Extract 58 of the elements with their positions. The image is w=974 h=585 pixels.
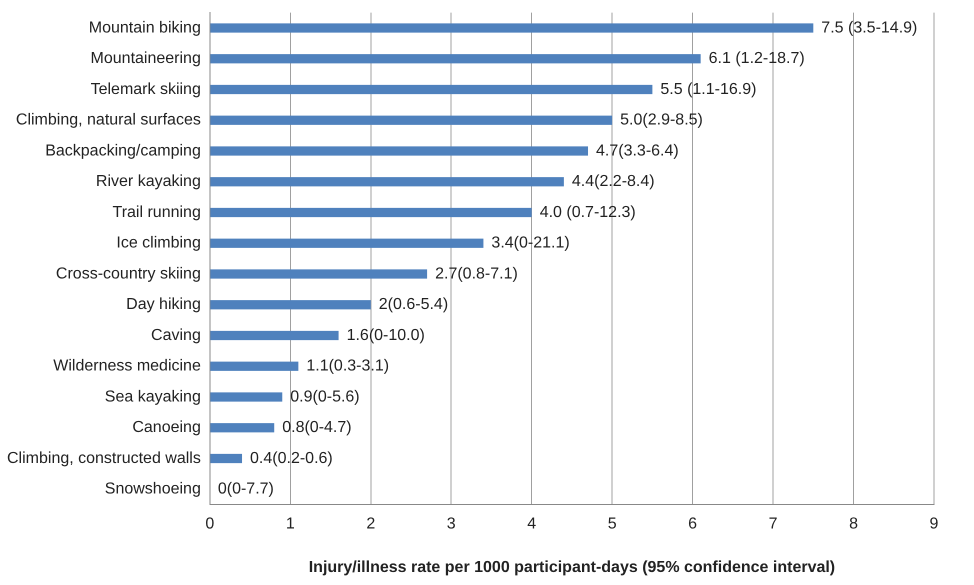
- data-label: 2.7(0.8-7.1): [435, 265, 518, 282]
- x-axis-title: Injury/illness rate per 1000 participant-days (95% confidence interval): [308, 558, 836, 576]
- data-label: 1.1(0.3-3.1): [306, 358, 390, 375]
- y-tick-label: Canoeing: [132, 419, 201, 436]
- data-label: 3.4(0-21.1): [491, 234, 570, 252]
- bar: [210, 116, 612, 125]
- bar: [210, 362, 298, 371]
- bar: [210, 177, 564, 186]
- bar: [210, 146, 588, 156]
- bar: [210, 84, 652, 94]
- bar: [210, 454, 242, 464]
- x-tick-label: 2: [366, 516, 376, 533]
- x-tick-label: 5: [608, 516, 617, 533]
- x-tick-label: 1: [286, 516, 295, 533]
- y-tick-label: Mountain biking: [88, 19, 201, 36]
- x-tick-label: 9: [930, 516, 939, 533]
- y-tick-label: Backpacking/camping: [45, 142, 201, 160]
- y-tick-label: Caving: [151, 326, 201, 344]
- data-label: 7.5 (3.5-14.9): [821, 19, 918, 36]
- data-label: 4.7(3.3-6.4): [596, 142, 679, 160]
- data-label: 6.1 (1.2-18.7): [708, 50, 805, 68]
- bar: [210, 208, 532, 218]
- data-label: 2(0.6-5.4): [378, 296, 448, 314]
- x-tick-label: 6: [688, 516, 698, 533]
- data-label: 1.6(0-10.0): [346, 326, 425, 344]
- data-label: 0.4(0.2-0.6): [250, 450, 333, 467]
- y-tick-label: Trail running: [112, 204, 201, 221]
- y-tick-label: Sea kayaking: [104, 388, 201, 406]
- bar: [210, 238, 484, 248]
- data-label: 4.4(2.2-8.4): [572, 173, 655, 190]
- bar: [210, 392, 282, 402]
- x-tick-label: 8: [849, 516, 858, 533]
- y-tick-label: Telemark skiing: [90, 80, 201, 98]
- data-label: 5.5 (1.1-16.9): [660, 80, 756, 98]
- bar: [210, 300, 371, 310]
- y-tick-label: Wilderness medicine: [53, 358, 201, 375]
- data-label: 0.9(0-5.6): [290, 388, 360, 406]
- data-label: 4.0 (0.7-12.3): [540, 204, 636, 221]
- x-tick-label: 7: [768, 516, 778, 533]
- bar: [210, 269, 428, 279]
- bar: [210, 423, 274, 432]
- bar: [210, 54, 701, 64]
- y-tick-label: Ice climbing: [116, 234, 201, 252]
- y-tick-label: Mountaineering: [90, 50, 201, 68]
- data-label: 0(0-7.7): [218, 480, 274, 498]
- y-tick-label: River kayaking: [96, 173, 201, 190]
- y-tick-label: Snowshoeing: [104, 480, 201, 498]
- y-tick-label: Cross-country skiing: [56, 265, 201, 282]
- x-tick-label: 0: [205, 516, 214, 533]
- x-tick-label: 4: [527, 516, 536, 533]
- y-tick-label: Climbing, natural surfaces: [16, 112, 201, 129]
- x-tick-label: 3: [446, 516, 456, 533]
- y-tick-label: Climbing, constructed walls: [6, 450, 201, 467]
- bar: [210, 330, 339, 340]
- bar: [210, 23, 814, 33]
- data-label: 5.0(2.9-8.5): [620, 112, 703, 129]
- y-tick-label: Day hiking: [126, 296, 201, 314]
- data-label: 0.8(0-4.7): [282, 419, 352, 436]
